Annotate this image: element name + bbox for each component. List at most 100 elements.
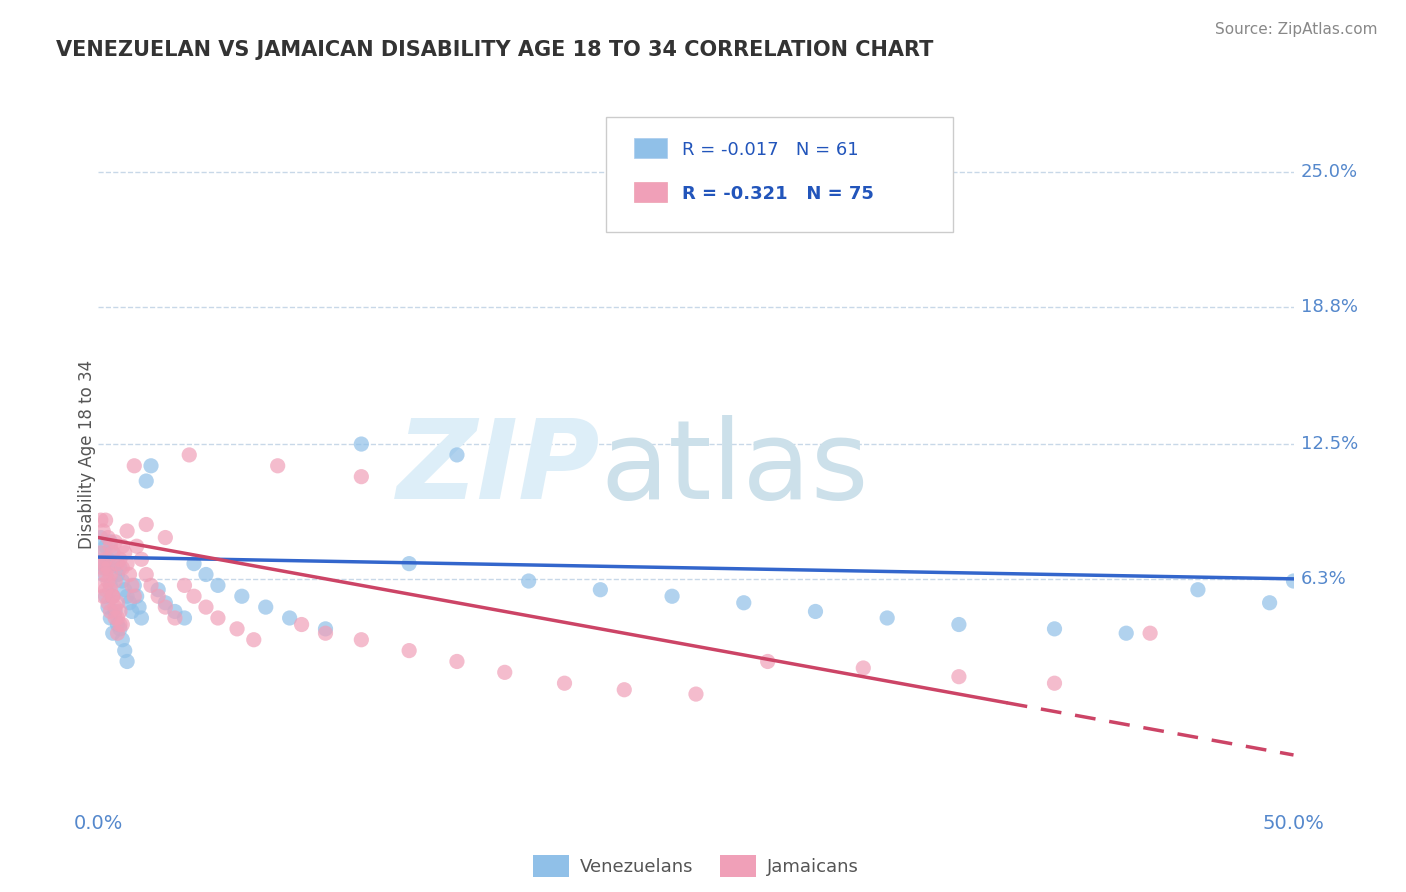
Point [91, 589, 114, 603]
Text: 6.3%: 6.3% [1301, 570, 1347, 588]
Point [94, 513, 117, 527]
Point [98, 567, 122, 582]
Point [290, 617, 312, 632]
Point [101, 546, 124, 560]
Point [90, 513, 112, 527]
Point [108, 552, 131, 566]
Point [108, 617, 131, 632]
Point [278, 611, 301, 625]
Point [115, 524, 138, 538]
Point [135, 474, 157, 488]
Point [108, 561, 131, 575]
Text: VENEZUELAN VS JAMAICAN DISABILITY AGE 18 TO 34 CORRELATION CHART: VENEZUELAN VS JAMAICAN DISABILITY AGE 18… [56, 40, 934, 60]
Point [97, 531, 120, 545]
Point [267, 458, 290, 473]
Point [1282, 574, 1305, 588]
Point [115, 557, 138, 571]
Point [107, 567, 129, 582]
Point [517, 574, 540, 588]
Point [98, 582, 122, 597]
Point [1043, 676, 1066, 690]
Point [94, 539, 117, 553]
Text: R = -0.321   N = 75: R = -0.321 N = 75 [682, 185, 873, 203]
Point [91, 557, 114, 571]
Point [163, 611, 186, 625]
Point [108, 622, 131, 636]
Point [589, 582, 612, 597]
Point [128, 600, 150, 615]
Point [139, 458, 162, 473]
Point [125, 589, 148, 603]
Point [111, 574, 134, 588]
Point [97, 596, 120, 610]
Point [398, 643, 420, 657]
Point [111, 632, 134, 647]
Point [91, 567, 114, 582]
Point [101, 626, 124, 640]
Point [155, 600, 177, 615]
Point [163, 605, 186, 619]
Point [148, 582, 170, 597]
Point [94, 582, 117, 597]
Point [131, 552, 153, 566]
Point [135, 567, 157, 582]
Text: 12.5%: 12.5% [1301, 435, 1358, 453]
Point [254, 600, 277, 615]
Point [148, 589, 170, 603]
Text: 18.8%: 18.8% [1301, 298, 1358, 316]
Point [90, 578, 112, 592]
Point [756, 655, 779, 669]
Point [97, 552, 120, 566]
Point [179, 448, 201, 462]
Point [446, 655, 468, 669]
Point [94, 561, 117, 575]
Point [115, 589, 138, 603]
Point [685, 687, 707, 701]
Point [90, 546, 112, 560]
Point [124, 589, 146, 603]
Point [948, 670, 970, 684]
Point [108, 605, 131, 619]
Point [97, 600, 120, 615]
Point [98, 534, 122, 549]
Point [98, 578, 122, 592]
Point [114, 582, 136, 597]
Point [131, 611, 153, 625]
Point [104, 605, 127, 619]
Point [207, 578, 229, 592]
Point [194, 600, 217, 615]
Point [948, 617, 970, 632]
Point [115, 655, 138, 669]
Point [804, 605, 827, 619]
Point [107, 611, 129, 625]
Point [91, 561, 114, 575]
Point [350, 469, 373, 483]
Point [107, 617, 129, 632]
Text: ZIP: ZIP [396, 416, 600, 523]
Point [124, 458, 146, 473]
Point [104, 557, 127, 571]
FancyBboxPatch shape [634, 138, 668, 158]
Point [1187, 582, 1209, 597]
Point [350, 632, 373, 647]
Point [231, 589, 253, 603]
Point [104, 574, 127, 588]
Point [94, 567, 117, 582]
Point [97, 561, 120, 575]
Point [194, 567, 217, 582]
Point [118, 596, 141, 610]
Point [104, 600, 127, 615]
Point [91, 524, 114, 538]
Point [243, 632, 266, 647]
Point [733, 596, 755, 610]
Point [111, 617, 134, 632]
Point [155, 596, 177, 610]
Point [155, 531, 177, 545]
Point [139, 578, 162, 592]
Point [101, 546, 124, 560]
Point [94, 589, 117, 603]
Point [494, 665, 516, 680]
Point [121, 605, 143, 619]
Legend: Venezuelans, Jamaicans: Venezuelans, Jamaicans [526, 847, 866, 884]
Y-axis label: Disability Age 18 to 34: Disability Age 18 to 34 [79, 360, 96, 549]
